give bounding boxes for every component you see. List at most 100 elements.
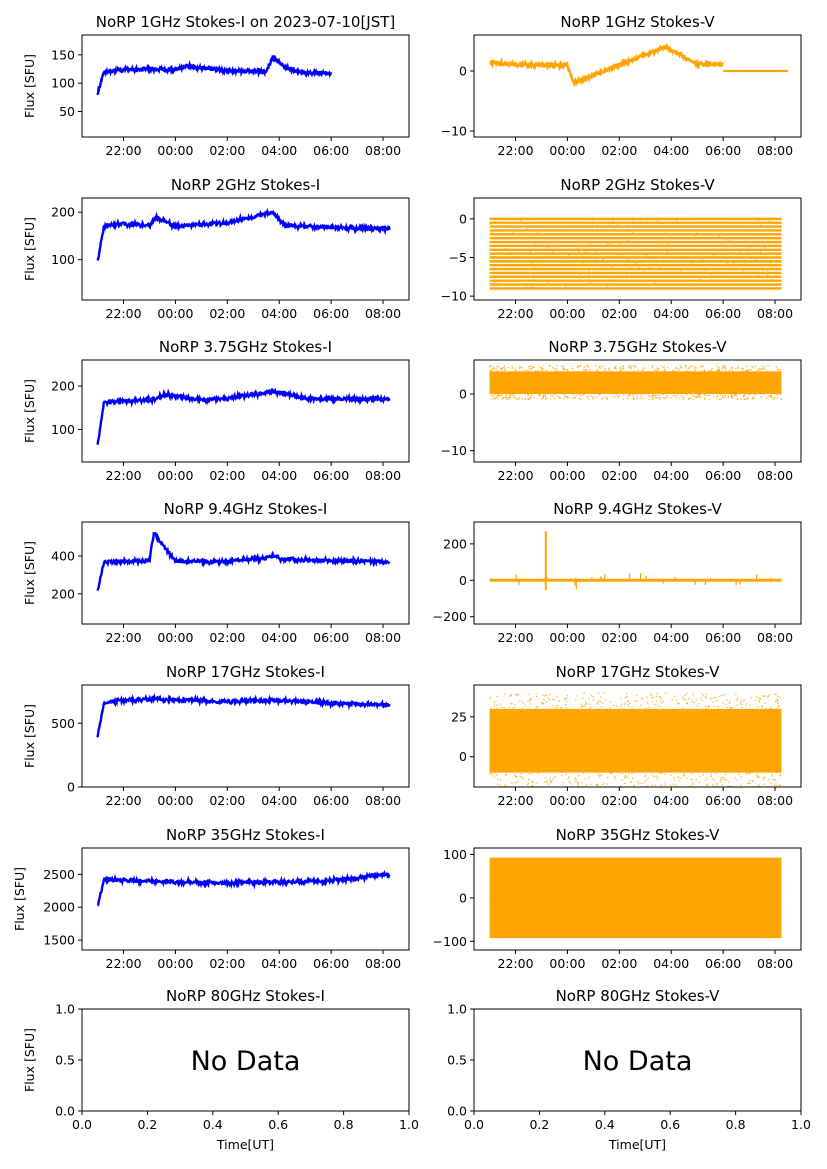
x-tick-label: 22:00	[106, 306, 142, 321]
data-point	[716, 369, 719, 372]
data-point	[489, 698, 492, 700]
data-point	[622, 393, 625, 396]
data-point	[627, 366, 630, 369]
axes-frame	[81, 359, 410, 463]
x-tick-label: 06:00	[705, 468, 741, 483]
series-line	[96, 207, 391, 261]
data-point	[627, 700, 629, 702]
data-point	[595, 259, 597, 262]
data-point	[498, 904, 501, 906]
data-point	[623, 703, 626, 706]
data-point	[771, 775, 774, 777]
data-point	[505, 257, 508, 260]
y-tick-label: −10	[441, 289, 467, 304]
data-point	[495, 285, 498, 287]
data-point	[541, 701, 543, 704]
subplot-375g-i: NoRP 3.75GHz Stokes-I 22:00 00:00 02:00 04:0…	[22, 338, 410, 483]
data-point	[715, 397, 718, 400]
data-layer	[489, 42, 789, 88]
data-point	[507, 268, 510, 271]
data-point	[596, 396, 599, 398]
data-point	[541, 369, 544, 372]
data-point	[601, 890, 604, 892]
data-point	[646, 701, 649, 704]
y-tick-label: 0	[459, 573, 467, 588]
data-point	[535, 693, 538, 696]
data-point	[762, 368, 764, 370]
data-point	[730, 397, 733, 399]
data-point	[588, 282, 590, 285]
data-point	[627, 239, 630, 242]
y-tick-label: −200	[433, 609, 467, 624]
data-point	[688, 697, 690, 700]
data-point	[664, 397, 667, 400]
data-point	[497, 271, 500, 274]
x-tick-label: 0.0	[72, 1117, 92, 1132]
data-point	[744, 220, 747, 223]
y-tick-label: 2000	[43, 900, 75, 915]
data-point	[602, 781, 605, 784]
data-point	[704, 707, 707, 710]
data-point	[515, 398, 518, 401]
data-point	[554, 927, 557, 930]
data-point	[506, 897, 508, 899]
data-point	[674, 695, 676, 697]
data-point	[745, 888, 748, 890]
data-point	[740, 398, 742, 401]
data-point	[519, 890, 522, 893]
data-point	[745, 703, 748, 705]
data-point	[562, 781, 565, 784]
data-point	[583, 705, 586, 707]
data-point	[722, 776, 725, 779]
data-point	[664, 784, 667, 786]
data-point	[659, 396, 661, 399]
data-point	[761, 272, 764, 275]
x-tick-label: 04:00	[261, 793, 297, 808]
data-point	[626, 858, 629, 860]
x-tick-label: 00:00	[157, 468, 193, 483]
data-point	[724, 693, 727, 696]
data-point	[626, 258, 628, 261]
data-point	[642, 270, 645, 273]
data-point	[737, 367, 739, 369]
data-point	[536, 896, 539, 899]
data-point	[722, 365, 724, 368]
data-point	[580, 860, 582, 862]
data-point	[692, 398, 695, 401]
x-tick-label: 22:00	[498, 630, 534, 645]
data-point	[529, 234, 531, 237]
data-point	[755, 696, 758, 698]
data-point	[746, 365, 748, 368]
data-point	[596, 259, 599, 261]
data-point	[645, 220, 648, 223]
data-point	[774, 700, 777, 703]
data-point	[519, 910, 521, 913]
data-point	[600, 696, 602, 699]
data-point	[711, 367, 713, 370]
data-point	[761, 704, 764, 707]
data-point	[708, 369, 711, 372]
data-point	[591, 887, 594, 889]
subplot-2g-i: NoRP 2GHz Stokes-I 22:00 00:00 02:00 04:00 06…	[22, 176, 410, 321]
data-point	[526, 397, 529, 400]
data-point	[675, 368, 677, 370]
data-point	[636, 395, 639, 397]
data-point	[683, 396, 685, 399]
data-point	[657, 367, 660, 370]
data-point	[651, 697, 653, 699]
subplot-375g-v: NoRP 3.75GHz Stokes-V 22:00 00:00 02:00 04:0…	[441, 338, 802, 483]
data-point	[495, 916, 498, 919]
series-band	[489, 708, 782, 773]
data-point	[562, 368, 565, 370]
y-tick-label: −100	[433, 934, 467, 949]
data-point	[586, 396, 588, 398]
data-point	[594, 396, 597, 399]
data-point	[668, 867, 670, 869]
data-point	[570, 783, 572, 785]
data-point	[669, 923, 672, 925]
data-point	[689, 900, 692, 903]
data-point	[634, 245, 636, 247]
y-tick-label: 100	[51, 422, 75, 437]
data-point	[504, 693, 506, 695]
data-point	[574, 777, 576, 780]
